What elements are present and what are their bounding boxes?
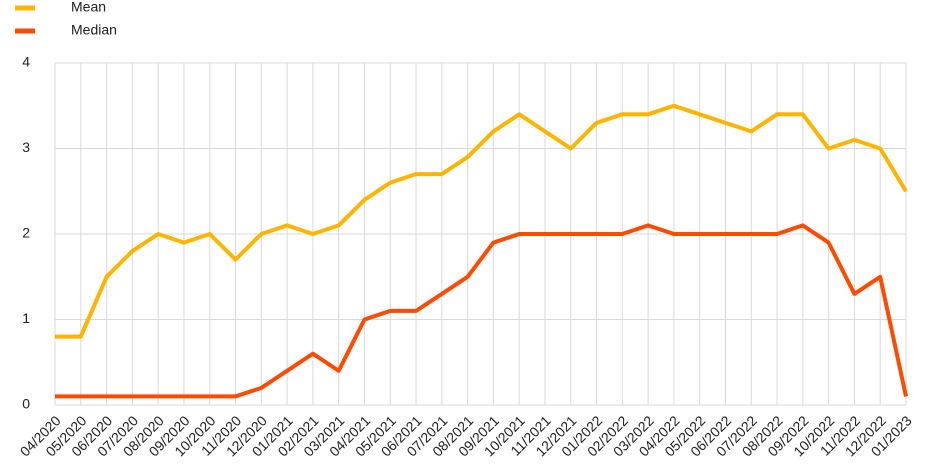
data-line xyxy=(55,223,908,399)
y-tick-label: 1 xyxy=(22,310,30,326)
legend-label: Mean xyxy=(71,0,106,15)
data-line xyxy=(55,103,908,339)
y-tick-label: 3 xyxy=(22,139,30,155)
legend-label: Median xyxy=(71,22,117,38)
y-tick-label: 2 xyxy=(22,225,30,241)
y-tick-label: 0 xyxy=(22,396,30,412)
y-tick-label: 4 xyxy=(22,54,30,70)
